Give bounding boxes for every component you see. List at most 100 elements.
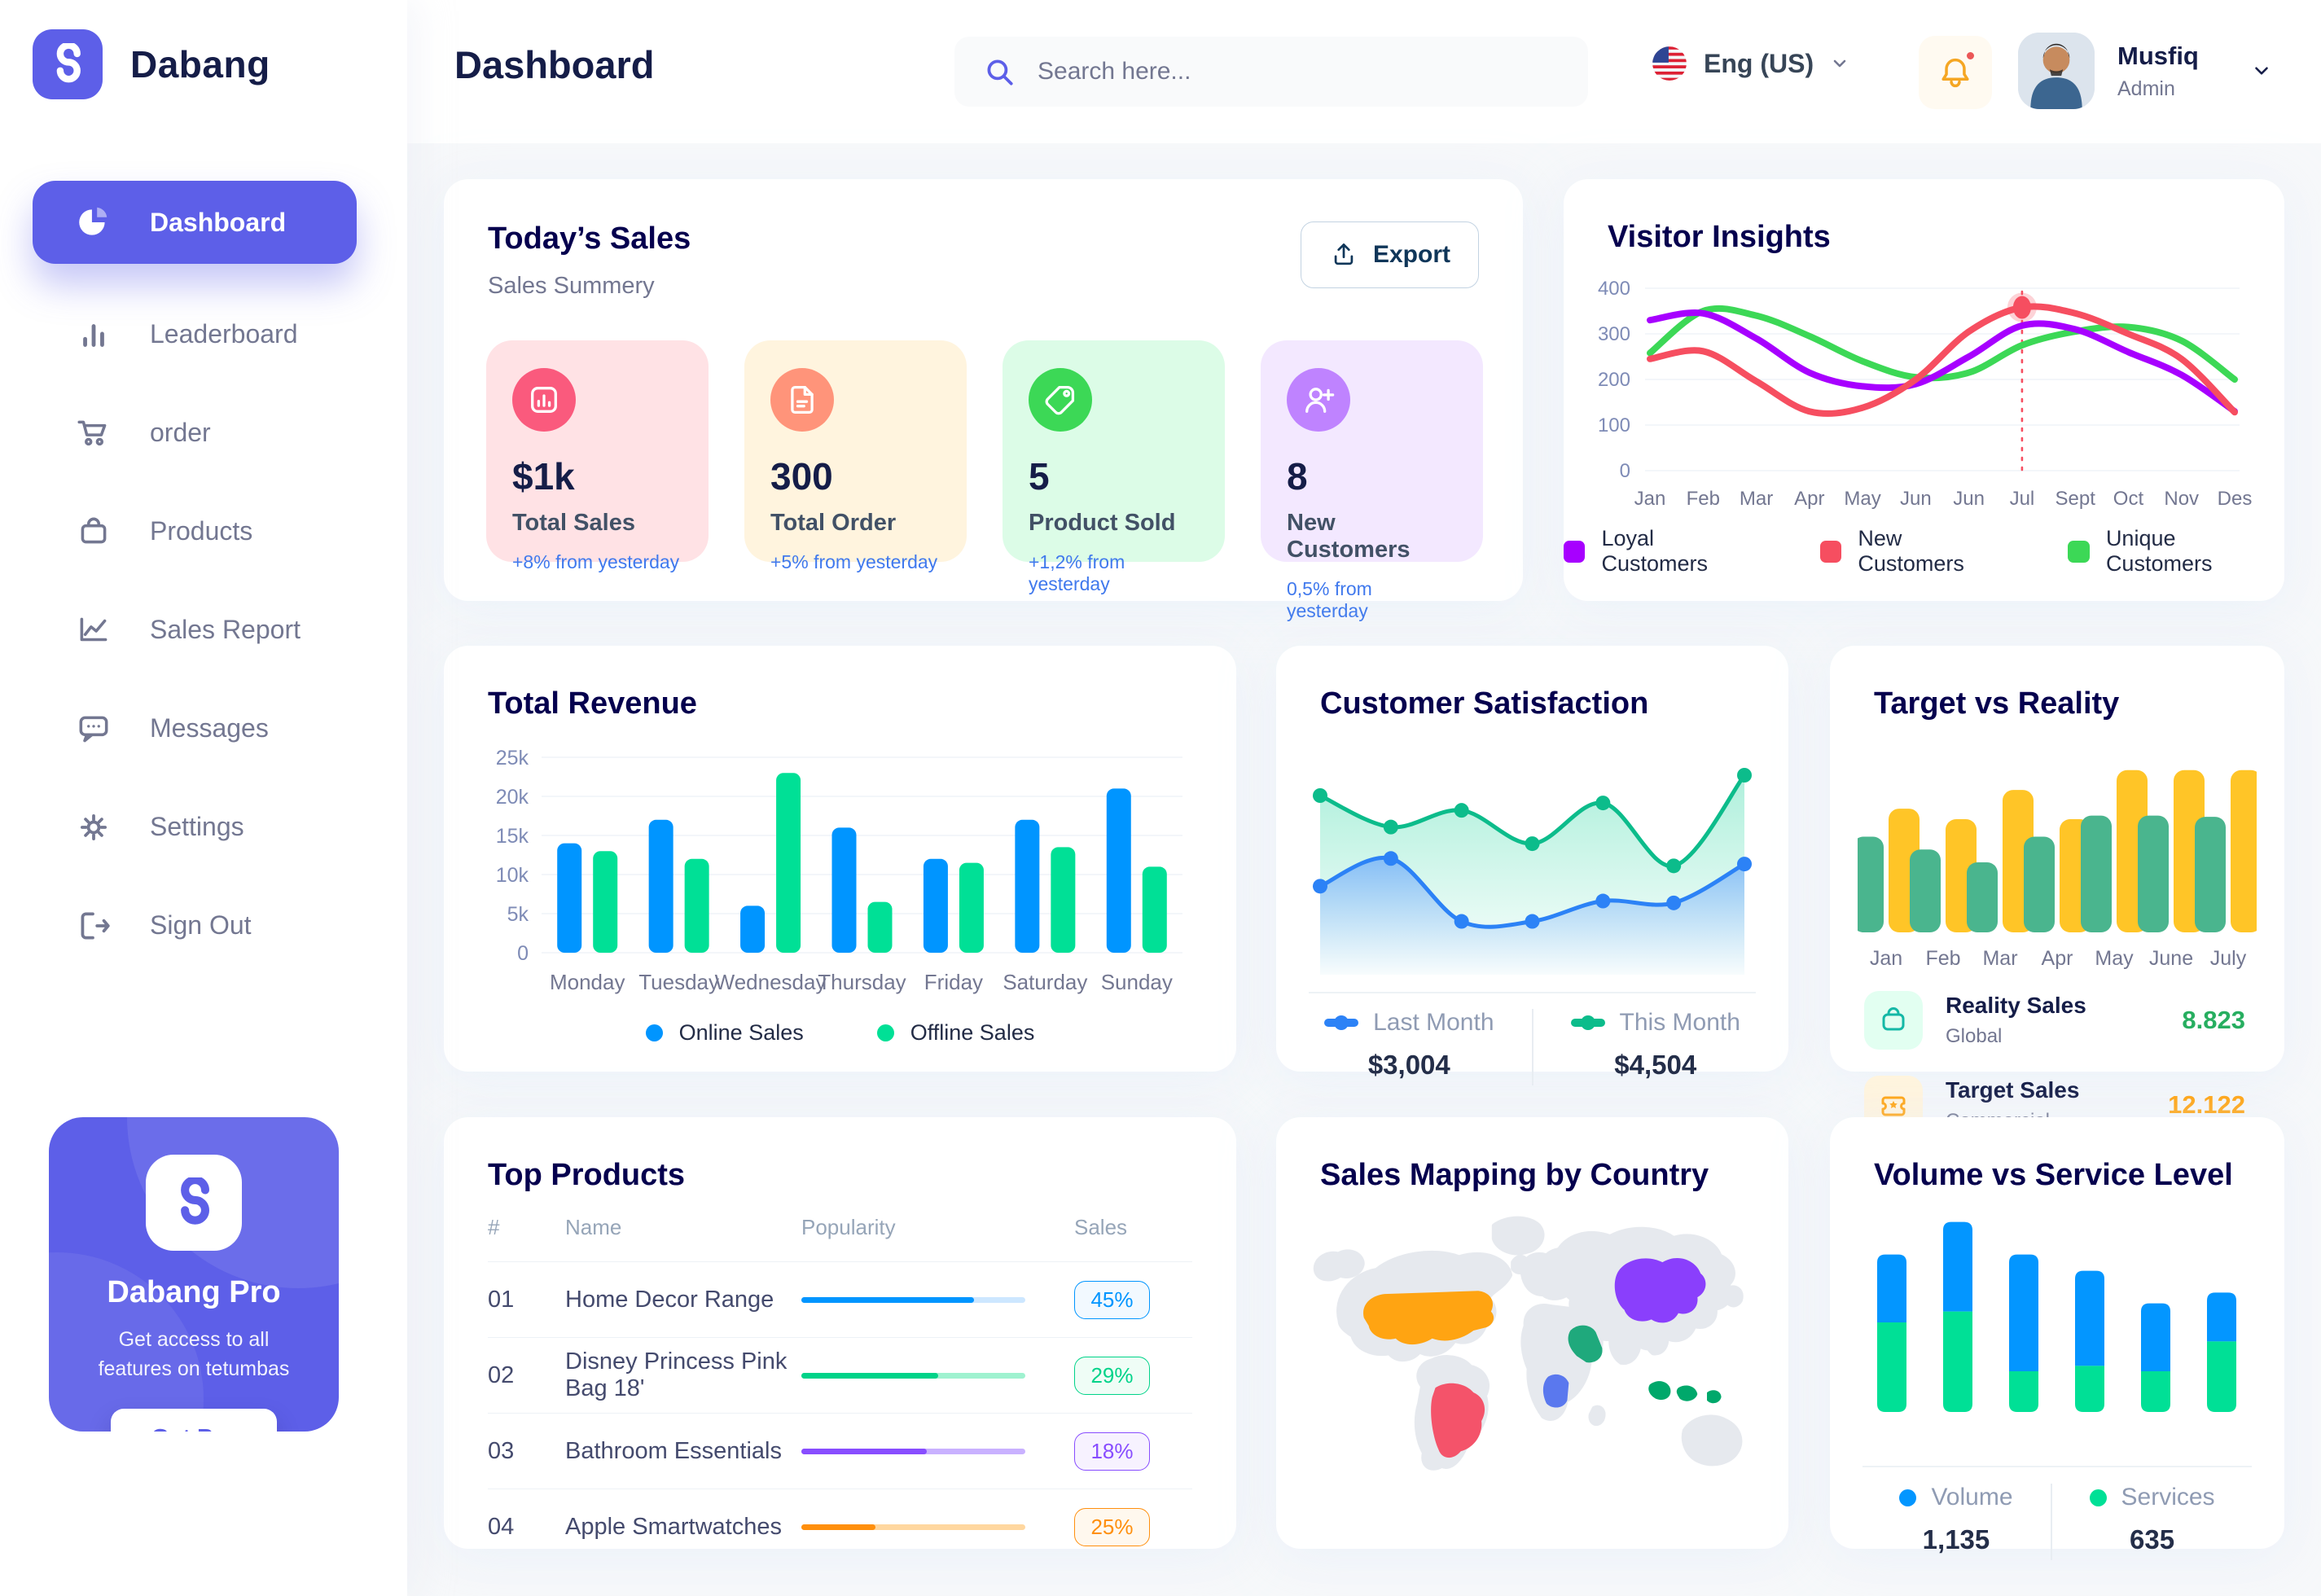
svg-text:Sept: Sept	[2055, 488, 2095, 510]
svg-text:25k: 25k	[496, 747, 529, 770]
card-title: Top Products	[488, 1158, 686, 1192]
svg-text:Feb: Feb	[1687, 488, 1720, 510]
topbar: Dashboard Eng (US)	[407, 0, 2321, 143]
avatar	[2018, 33, 2095, 109]
svg-text:Sunday: Sunday	[1101, 970, 1173, 994]
svg-text:Des: Des	[2218, 488, 2253, 510]
svg-text:400: 400	[1598, 278, 1630, 300]
volume-service-chart	[1877, 1221, 2236, 1412]
sales-badge: 25%	[1074, 1508, 1150, 1546]
user-info: Musfiq Admin	[2117, 42, 2199, 101]
svg-text:Tuesday: Tuesday	[638, 970, 719, 994]
card-title: Customer Satisfaction	[1320, 686, 1649, 721]
sidebar-item-messages[interactable]: Messages	[0, 679, 407, 778]
customer-satisfaction-card: Customer Satisfaction Last Month $3,004 …	[1276, 646, 1788, 1085]
sidebar-item-dashboard[interactable]: Dashboard	[33, 181, 357, 264]
get-pro-button[interactable]: Get Pro	[111, 1408, 277, 1432]
sales-badge: 45%	[1074, 1280, 1150, 1319]
reality-sales-row: Reality Sales Global 8.823	[1864, 978, 2245, 1063]
bag-icon	[1864, 991, 1923, 1050]
divider	[1863, 1466, 2252, 1467]
sales-badge: 29%	[1074, 1356, 1150, 1395]
volume-service-card: Volume vs Service Level Volume 1,135 Ser…	[1830, 1117, 2284, 1560]
stat-card-total-order: 300 Total Order +5% from yesterday	[744, 340, 967, 572]
this-month-total: $4,504	[1614, 1050, 1697, 1080]
svg-text:Oct: Oct	[2113, 488, 2144, 510]
svg-text:100: 100	[1598, 414, 1630, 436]
table-row: 01 Home Decor Range 45%	[488, 1262, 1192, 1338]
sidebar-item-sales-report[interactable]: Sales Report	[0, 581, 407, 679]
reality-sales-value: 8.823	[2182, 1006, 2245, 1034]
sidebar-item-leaderboard[interactable]: Leaderboard	[0, 285, 407, 384]
card-title: Total Revenue	[488, 686, 697, 721]
table-row: 03 Bathroom Essentials 18%	[488, 1414, 1192, 1489]
svg-text:0: 0	[517, 942, 529, 965]
svg-text:Monday: Monday	[550, 970, 625, 994]
legend-item: Loyal Customers	[1564, 526, 1763, 577]
country-china	[1614, 1258, 1706, 1323]
sign-out-icon	[75, 907, 112, 945]
svg-text:Apr: Apr	[1794, 488, 1824, 510]
svg-text:10k: 10k	[496, 864, 529, 887]
svg-text:Mar: Mar	[1740, 488, 1773, 510]
export-button[interactable]: Export	[1300, 221, 1479, 288]
sidebar-item-settings[interactable]: Settings	[0, 778, 407, 876]
popularity-bar	[801, 1372, 1025, 1379]
pro-title: Dabang Pro	[107, 1275, 281, 1309]
card-title: Sales Mapping by Country	[1320, 1158, 1709, 1192]
country-dr-congo	[1542, 1374, 1569, 1408]
country-usa	[1363, 1291, 1494, 1345]
search-input[interactable]	[1038, 58, 1559, 86]
svg-text:20k: 20k	[496, 786, 529, 809]
us-flag-icon	[1652, 46, 1687, 81]
table-header: # Name Popularity Sales	[488, 1215, 1192, 1262]
card-title: Target vs Reality	[1874, 686, 2120, 721]
country-saudi-arabia	[1568, 1325, 1603, 1363]
svg-text:5k: 5k	[507, 903, 529, 926]
visitor-insights-chart: 0 100 200 300 400 Jan Feb Mar Apr May Jun Jun Jul Sep…	[1598, 278, 2253, 510]
svg-text:June: June	[2149, 947, 2193, 970]
bag-icon	[75, 513, 112, 550]
target-vs-reality-chart: Jan Feb Mar Apr May June July	[1858, 770, 2257, 970]
volume-total: 1,135	[1922, 1524, 1990, 1554]
card-title: Visitor Insights	[1608, 220, 1831, 254]
page-title: Dashboard	[454, 43, 655, 86]
customer-satisfaction-chart	[1313, 768, 1752, 975]
sidebar-item-products[interactable]: Products	[0, 482, 407, 581]
svg-text:Thursday: Thursday	[818, 970, 906, 994]
svg-text:Nov: Nov	[2164, 488, 2199, 510]
user-menu[interactable]: Musfiq Admin	[2018, 33, 2272, 109]
svg-text:15k: 15k	[496, 825, 529, 848]
search-bar	[954, 37, 1588, 107]
total-revenue-legend: Online Sales Offline Sales	[444, 1020, 1236, 1046]
legend-item: Unique Customers	[2068, 526, 2284, 577]
notifications-button[interactable]	[1919, 36, 1992, 109]
line-chart-icon	[75, 612, 112, 649]
sidebar-item-order[interactable]: order	[0, 384, 407, 482]
notification-dot	[1964, 50, 1977, 62]
svg-text:Jun: Jun	[1900, 488, 1932, 510]
popularity-bar	[801, 1448, 1025, 1454]
card-subtitle: Sales Summery	[488, 273, 655, 299]
search-icon	[982, 55, 1016, 89]
message-icon	[75, 710, 112, 748]
legend-item: New Customers	[1819, 526, 2012, 577]
language-selector[interactable]: Eng (US)	[1652, 46, 1849, 81]
svg-text:Saturday: Saturday	[1003, 970, 1087, 994]
legend-divider	[2050, 1484, 2052, 1560]
table-row: 02 Disney Princess Pink Bag 18' 29%	[488, 1338, 1192, 1414]
cart-icon	[75, 414, 112, 452]
table-row: 04 Apple Smartwatches 25%	[488, 1489, 1192, 1565]
top-products-table: # Name Popularity Sales 01 Home Decor Ran…	[488, 1215, 1192, 1565]
svg-text:July: July	[2210, 947, 2247, 970]
world-map	[1313, 1216, 1744, 1471]
visitor-insights-card: Visitor Insights 0 100 200 300 400 Jan Feb Mar A…	[1564, 179, 2284, 601]
sidebar-item-sign-out[interactable]: Sign Out	[0, 876, 407, 975]
legend-volume: Volume 1,135	[1899, 1484, 2013, 1555]
services-dot-icon	[2089, 1489, 2107, 1506]
services-total: 635	[2130, 1524, 2175, 1554]
sales-chart-icon	[512, 368, 576, 432]
svg-text:Wednesday: Wednesday	[715, 970, 827, 994]
brand-name: Dabang	[130, 43, 270, 86]
